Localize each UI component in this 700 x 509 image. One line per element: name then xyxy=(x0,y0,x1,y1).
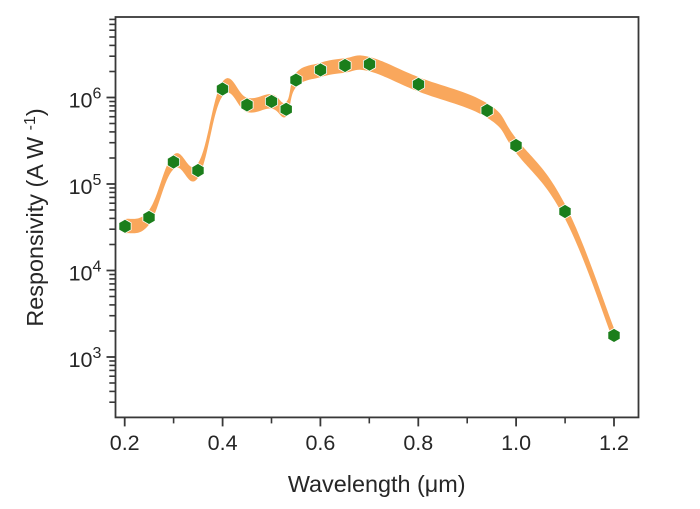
svg-text:0.8: 0.8 xyxy=(403,431,433,455)
svg-text:0.2: 0.2 xyxy=(110,431,140,455)
svg-text:0.4: 0.4 xyxy=(208,431,238,455)
svg-text:0.6: 0.6 xyxy=(305,431,335,455)
svg-text:10: 10 xyxy=(69,89,93,113)
svg-text:10: 10 xyxy=(69,348,93,372)
svg-text:1.0: 1.0 xyxy=(501,431,531,455)
svg-text:10: 10 xyxy=(69,175,93,199)
svg-text:4: 4 xyxy=(93,259,102,276)
svg-text:5: 5 xyxy=(93,172,102,189)
svg-text:1.2: 1.2 xyxy=(599,431,629,455)
svg-text:10: 10 xyxy=(69,262,93,286)
svg-text:6: 6 xyxy=(93,86,102,103)
svg-text:Responsivity (A W -1): Responsivity (A W -1) xyxy=(22,108,48,326)
svg-text:Wavelength (μm): Wavelength (μm) xyxy=(288,471,466,497)
svg-text:3: 3 xyxy=(93,345,102,362)
